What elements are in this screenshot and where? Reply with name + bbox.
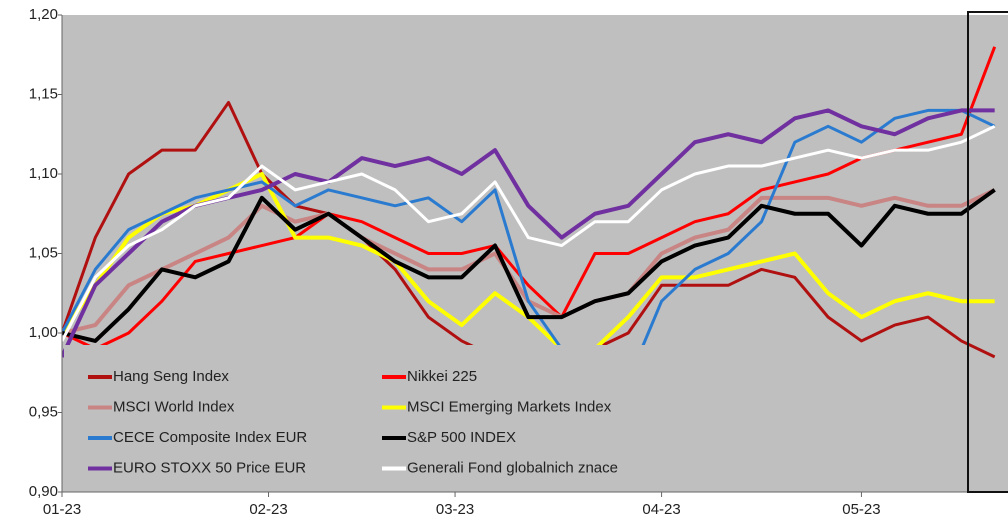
y-tick-label: 1,20 (29, 6, 58, 23)
y-tick-label: 1,00 (29, 324, 58, 341)
y-tick-label: 1,10 (29, 165, 58, 182)
y-tick-label: 1,05 (29, 244, 58, 261)
y-tick-label: 0,90 (29, 483, 58, 500)
x-tick-label: 04-23 (642, 501, 680, 518)
legend-label: CECE Composite Index EUR (113, 429, 307, 446)
series-line (62, 108, 996, 383)
x-tick-label: 02-23 (249, 501, 287, 518)
legend-label: Nikkei 225 (407, 368, 477, 385)
legend-box (64, 345, 690, 490)
legend-label: Generali Fond globalnich znace (407, 459, 618, 476)
series-line (62, 188, 996, 343)
y-tick-label: 1,15 (29, 85, 58, 102)
legend-label: MSCI World Index (113, 398, 235, 415)
x-tick-label: 03-23 (436, 501, 474, 518)
legend-label: Hang Seng Index (113, 368, 229, 385)
legend-label: EURO STOXX 50 Price EUR (113, 459, 306, 476)
y-tick-label: 0,95 (29, 403, 58, 420)
x-tick-label: 05-23 (842, 501, 880, 518)
series-line (62, 124, 996, 342)
x-tick-label: 01-23 (43, 501, 81, 518)
legend-label: S&P 500 INDEX (407, 429, 516, 446)
legend-label: MSCI Emerging Markets Index (407, 398, 612, 415)
highlight-frame (967, 11, 1008, 493)
series-line (62, 46, 997, 351)
